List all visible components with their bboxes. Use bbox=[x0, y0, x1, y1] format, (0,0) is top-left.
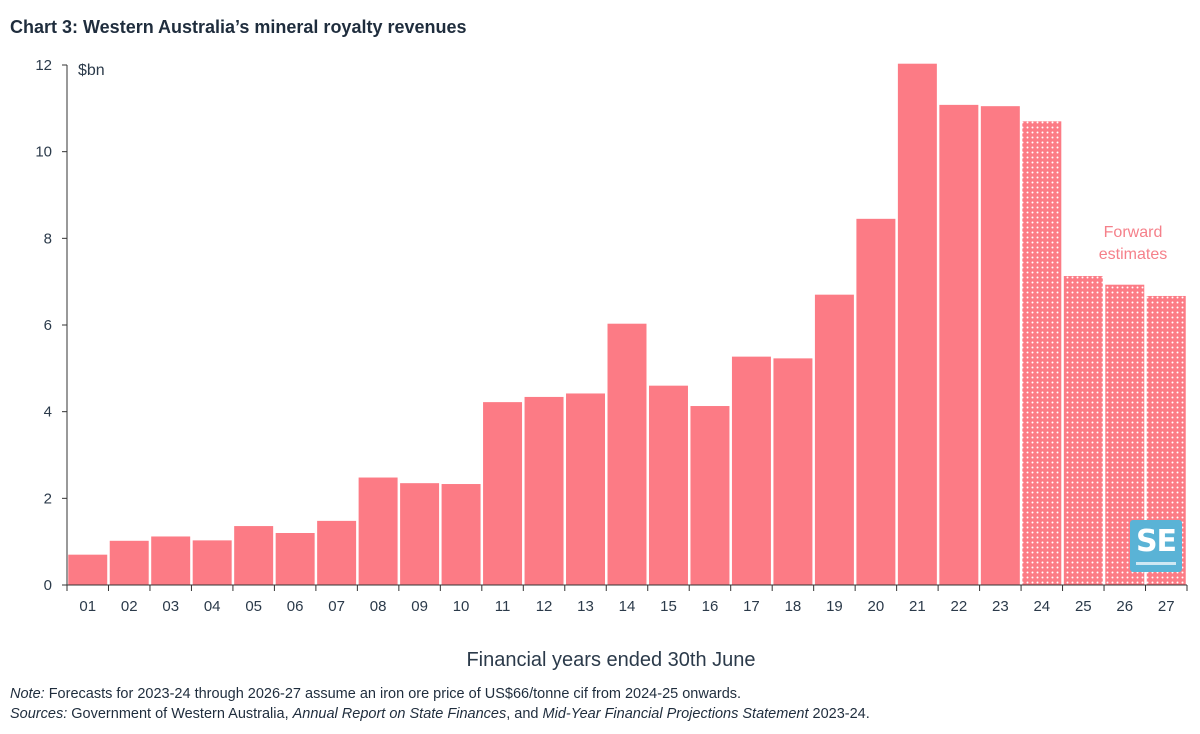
bar bbox=[856, 218, 896, 585]
bar bbox=[566, 393, 606, 585]
x-tick-label: 12 bbox=[536, 598, 553, 615]
y-tick-label: 4 bbox=[44, 404, 52, 421]
x-tick-label: 18 bbox=[785, 598, 802, 615]
x-tick-label: 17 bbox=[743, 598, 760, 615]
bar bbox=[939, 104, 979, 586]
y-tick-label: 10 bbox=[35, 144, 52, 161]
sources-italic-1: Annual Report on State Finances bbox=[292, 706, 507, 722]
bar bbox=[980, 106, 1020, 586]
x-tick-label: 07 bbox=[328, 598, 345, 615]
y-tick-label: 12 bbox=[35, 57, 52, 74]
bar bbox=[897, 63, 937, 585]
x-tick-label: 10 bbox=[453, 598, 470, 615]
x-tick-label: 20 bbox=[868, 598, 885, 615]
bar bbox=[483, 402, 523, 585]
se-logo-underline bbox=[1136, 562, 1176, 565]
x-tick-label: 08 bbox=[370, 598, 387, 615]
x-tick-label: 19 bbox=[826, 598, 843, 615]
se-logo-text: SE bbox=[1135, 524, 1177, 559]
axes-layer bbox=[62, 64, 1188, 591]
sources-label: Sources: bbox=[10, 706, 68, 722]
x-tick-label: 13 bbox=[577, 598, 594, 615]
bar bbox=[400, 483, 440, 585]
chart-title: Chart 3: Western Australia’s mineral roy… bbox=[10, 17, 467, 37]
y-tick-label: 6 bbox=[44, 317, 52, 334]
x-tick-label: 02 bbox=[121, 598, 138, 615]
note-text: Forecasts for 2023-24 through 2026-27 as… bbox=[44, 686, 742, 702]
bar bbox=[109, 540, 149, 585]
forward-estimates-annotation: Forward bbox=[1104, 224, 1163, 241]
bar bbox=[441, 484, 481, 585]
sources-text-3: 2023-24. bbox=[808, 706, 870, 722]
bar bbox=[234, 526, 274, 585]
forecast-bar bbox=[1022, 121, 1062, 585]
x-tick-label: 03 bbox=[162, 598, 179, 615]
bar bbox=[524, 396, 564, 585]
bar bbox=[731, 356, 771, 585]
bar bbox=[648, 385, 688, 585]
bar bbox=[607, 323, 647, 585]
bar bbox=[151, 536, 191, 585]
x-axis-label: Financial years ended 30th June bbox=[466, 649, 755, 671]
bar bbox=[68, 554, 108, 585]
x-tick-label: 22 bbox=[951, 598, 968, 615]
x-tick-label: 04 bbox=[204, 598, 221, 615]
x-tick-label: 27 bbox=[1158, 598, 1175, 615]
x-tick-label: 25 bbox=[1075, 598, 1092, 615]
forward-estimates-annotation-line2: estimates bbox=[1099, 246, 1167, 263]
x-tick-label: 11 bbox=[495, 598, 511, 615]
y-tick-label: 8 bbox=[44, 230, 52, 247]
y-axis-label: $bn bbox=[78, 62, 105, 79]
x-tick-label: 15 bbox=[660, 598, 677, 615]
note-line: Note: Forecasts for 2023-24 through 2026… bbox=[10, 684, 870, 704]
sources-text-2: , and bbox=[506, 706, 543, 722]
bar bbox=[690, 406, 730, 585]
bar bbox=[814, 294, 854, 585]
sources-line: Sources: Government of Western Australia… bbox=[10, 704, 870, 724]
bar bbox=[275, 533, 315, 585]
bar bbox=[358, 477, 398, 585]
sources-italic-2: Mid-Year Financial Projections Statement bbox=[542, 706, 809, 722]
x-tick-label: 21 bbox=[909, 598, 926, 615]
x-tick-label: 14 bbox=[619, 598, 636, 615]
x-tick-label: 16 bbox=[702, 598, 719, 615]
forecast-bar bbox=[1063, 276, 1103, 585]
footnotes: Note: Forecasts for 2023-24 through 2026… bbox=[10, 684, 870, 724]
bar bbox=[317, 520, 357, 585]
x-tick-label: 01 bbox=[79, 598, 96, 615]
bars-layer bbox=[68, 63, 1186, 586]
x-tick-label: 05 bbox=[245, 598, 262, 615]
x-tick-label: 23 bbox=[992, 598, 1009, 615]
x-tick-label: 09 bbox=[411, 598, 428, 615]
x-tick-label: 24 bbox=[1033, 598, 1050, 615]
sources-text-1: Government of Western Australia, bbox=[67, 706, 293, 722]
x-tick-label: 26 bbox=[1116, 598, 1133, 615]
se-logo: SE bbox=[1130, 520, 1182, 572]
bar bbox=[773, 358, 813, 585]
y-tick-label: 0 bbox=[44, 577, 52, 594]
y-tick-label: 2 bbox=[44, 490, 52, 507]
bar bbox=[192, 540, 232, 585]
note-label: Note: bbox=[10, 686, 45, 702]
x-tick-label: 06 bbox=[287, 598, 304, 615]
